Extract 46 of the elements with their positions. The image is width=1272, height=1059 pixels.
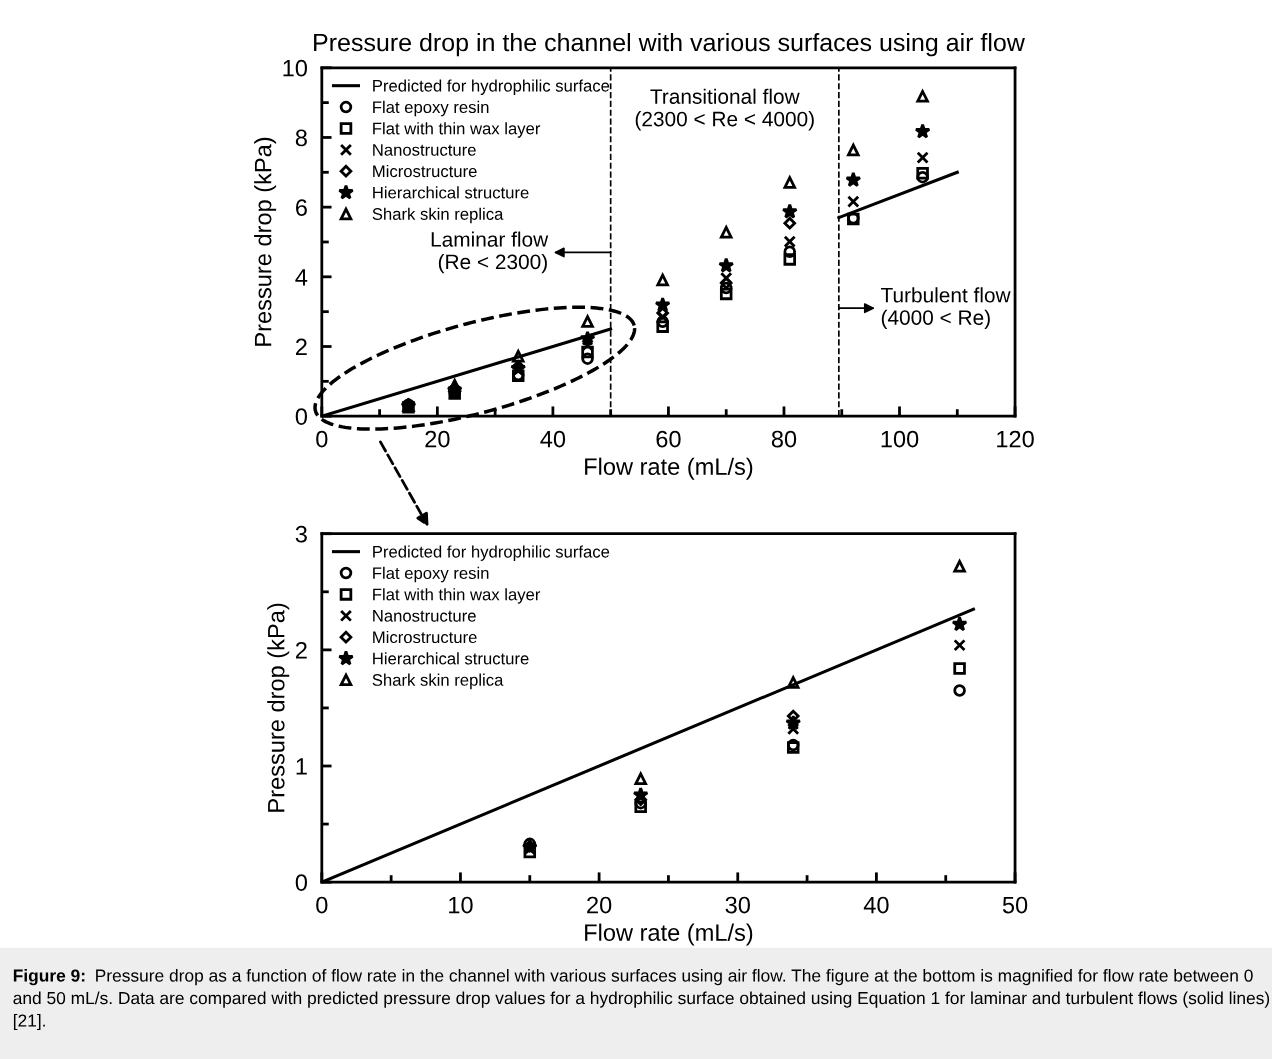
x-tick-label: 20	[587, 896, 612, 914]
legend-label: Nanostructure	[373, 144, 476, 156]
legend-label: Flat epoxy resin	[373, 100, 489, 117]
chart-title: Pressure drop in the channel with various surfaces using air flow	[314, 32, 1025, 57]
y-tick-label: 2	[295, 641, 307, 659]
y-tick-label: 0	[295, 408, 307, 425]
x-tick-label: 10	[449, 896, 473, 914]
x-tick-label: 20	[425, 430, 450, 448]
y-tick-label: 1	[296, 758, 307, 775]
x-tick-label: 40	[540, 430, 566, 448]
annotation: Transitional flow (2300 < Re < 4000)	[635, 88, 814, 131]
x-tick-label: 30	[725, 896, 750, 914]
x-tick-label: 0	[316, 896, 328, 914]
legend-label: Flat epoxy resin	[373, 566, 489, 583]
y-tick-label: 2	[295, 338, 307, 356]
legend-label: Flat with thin wax layer	[373, 588, 541, 604]
x-tick-label: 120	[997, 430, 1034, 448]
y-tick-label: 0	[295, 874, 307, 891]
legend-label: Hierarchical structure	[373, 652, 529, 665]
y-axis-title: Pressure drop (kPa)	[254, 137, 277, 346]
legend-label: Hierarchical structure	[373, 186, 529, 199]
legend-label: Nanostructure	[373, 610, 476, 622]
legend-label: Microstructure	[373, 164, 477, 178]
x-tick-label: 100	[881, 430, 919, 448]
x-tick-label: 80	[771, 430, 797, 448]
y-axis-title: Pressure drop (kPa)	[267, 603, 290, 812]
legend-label: Shark skin replica	[372, 207, 504, 224]
x-axis-title: Flow rate (mL/s)	[585, 923, 753, 946]
x-tick-label: 60	[656, 430, 681, 448]
legend-label: Shark skin replica	[372, 673, 504, 690]
legend-label: Predicted for hydrophilic surface	[373, 545, 610, 561]
legend-label: Microstructure	[373, 630, 477, 644]
y-tick-label: 6	[296, 199, 307, 216]
y-tick-label: 3	[295, 525, 307, 543]
legend-label: Flat with thin wax layer	[373, 122, 541, 138]
x-tick-label: 50	[1002, 896, 1028, 914]
annotation: Turbulent flow (4000 < Re)	[880, 287, 1011, 330]
y-tick-label: 10	[283, 59, 308, 77]
y-tick-label: 4	[295, 269, 308, 286]
y-tick-label: 8	[295, 129, 307, 147]
caption: Figure 9: Pressure drop as a function of flow rate in the channel with various surfaces using air flow. The figure at the bottom is magnified for flow rate between 0 and 50 mL/s. Data are compared with predicted pressure drop values for a hydrophilic surface obtained using Equation 1 for laminar and turbulent flows (solid lines) [21].	[13, 968, 1270, 1031]
x-tick-label: 0	[316, 430, 328, 448]
legend-label: Predicted for hydrophilic surface	[373, 79, 610, 95]
x-axis-title: Flow rate (mL/s)	[585, 457, 753, 480]
x-tick-label: 40	[863, 896, 889, 914]
annotation: Laminar flow (Re < 2300)	[431, 231, 549, 274]
